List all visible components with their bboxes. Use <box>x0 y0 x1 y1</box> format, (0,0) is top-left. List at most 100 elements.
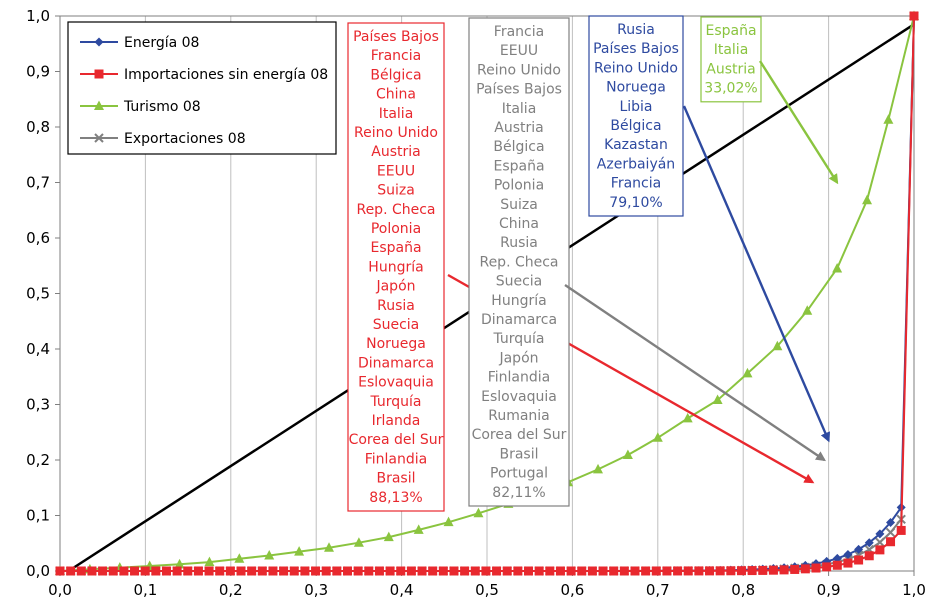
annotation-line: Azerbaiyán <box>597 156 675 172</box>
data-point <box>396 566 406 576</box>
data-point <box>800 564 810 574</box>
cross-stroke <box>875 537 885 547</box>
data-point <box>443 516 454 527</box>
y-tick-label: 0,8 <box>26 118 50 136</box>
annotation-line: Brasil <box>499 446 538 462</box>
data-point <box>909 11 919 21</box>
data-point <box>413 524 424 534</box>
data-point <box>215 566 225 576</box>
annotation-line: Austria <box>371 144 420 160</box>
data-point <box>619 566 629 576</box>
annotation-line: Suecia <box>496 274 543 290</box>
annotation-line: Francia <box>371 48 421 64</box>
data-point <box>790 564 800 574</box>
annotation-line: Libia <box>619 99 652 115</box>
data-point <box>832 560 842 570</box>
annotation-line: Rep. Checa <box>479 254 558 270</box>
annotation-line: Reino Unido <box>594 60 678 76</box>
series-importaciones-sin-energ-a-08 <box>55 11 919 576</box>
x-tick-label: 0,2 <box>219 581 243 599</box>
x-tick-label: 0,1 <box>133 581 157 599</box>
legend-label: Importaciones sin energía 08 <box>124 67 328 83</box>
data-point <box>682 412 693 423</box>
data-point <box>854 555 864 565</box>
data-point <box>883 114 894 124</box>
data-point <box>502 566 512 576</box>
data-point <box>321 566 331 576</box>
x-tick-label: 0,9 <box>817 581 841 599</box>
data-point <box>268 566 278 576</box>
data-point <box>417 566 427 576</box>
data-point <box>854 544 864 554</box>
annotation-line: Brasil <box>376 471 415 487</box>
annotation-line: Hungría <box>368 259 423 275</box>
annotation-line: Países Bajos <box>476 82 562 98</box>
annotation-line: 33,02% <box>704 81 757 97</box>
data-point <box>94 37 104 47</box>
x-tick-label: 0,8 <box>731 581 755 599</box>
annotation-line: Portugal <box>490 466 548 482</box>
data-point <box>864 551 874 561</box>
data-point <box>875 529 885 539</box>
annotation-line: Corea del Sur <box>349 432 444 448</box>
legend-label: Turismo 08 <box>123 99 201 115</box>
annotation-line: Polonia <box>371 221 421 237</box>
y-tick-label: 0,9 <box>26 63 50 81</box>
annotation-line: Finlandia <box>365 451 428 467</box>
data-point <box>832 263 843 273</box>
annotation-arrow <box>564 284 826 462</box>
annotation-line: Dinamarca <box>481 312 557 328</box>
data-point <box>862 194 873 205</box>
data-point <box>108 566 118 576</box>
x-tick-label: 0,7 <box>646 581 670 599</box>
annotation-line: Bélgica <box>610 118 661 134</box>
data-point <box>225 566 235 576</box>
data-point <box>694 566 704 576</box>
y-tick-label: 0,1 <box>26 507 50 525</box>
data-point <box>140 566 150 576</box>
annotation-line: Rusia <box>377 298 415 314</box>
data-point <box>449 566 459 576</box>
data-point <box>204 556 215 567</box>
annotation-box: Francia EEUU Reino Unido Países Bajos Italia… <box>468 17 570 507</box>
data-point <box>513 566 523 576</box>
annotation-border <box>700 16 762 103</box>
data-point <box>383 531 394 542</box>
y-tick-label: 0,7 <box>26 174 50 192</box>
annotation-line: Suiza <box>377 183 415 199</box>
legend-entry: Turismo 08 <box>80 99 201 115</box>
annotation-line: Dinamarca <box>358 355 434 371</box>
annotation-line: 82,11% <box>492 485 545 501</box>
data-point <box>715 566 725 576</box>
data-point <box>843 558 853 568</box>
data-point <box>747 566 757 576</box>
data-point <box>779 565 789 575</box>
data-point <box>641 566 651 576</box>
y-tick-label: 0,6 <box>26 229 50 247</box>
data-point <box>651 566 661 576</box>
data-point <box>705 566 715 576</box>
data-point <box>130 566 140 576</box>
annotation-line: Hungría <box>491 293 546 309</box>
data-point <box>193 566 203 576</box>
annotation-line: Kazastan <box>604 137 668 153</box>
annotation-line: Eslovaquia <box>481 389 557 405</box>
data-point <box>55 566 65 576</box>
data-point <box>353 537 364 547</box>
data-point <box>66 566 76 576</box>
data-point <box>726 566 736 576</box>
annotation-line: Japón <box>375 279 415 295</box>
data-point <box>332 566 342 576</box>
data-point <box>174 558 185 569</box>
data-point <box>234 553 245 563</box>
annotation-box: Países Bajos Francia Bélgica China Italia Rei… <box>347 22 445 512</box>
annotation-line: Noruega <box>606 80 666 96</box>
annotation-line: 79,10% <box>609 195 662 211</box>
data-point <box>609 566 619 576</box>
data-point <box>481 566 491 576</box>
annotation-border <box>468 17 570 507</box>
data-point <box>76 566 86 576</box>
data-point <box>875 537 885 547</box>
data-point <box>886 537 896 547</box>
